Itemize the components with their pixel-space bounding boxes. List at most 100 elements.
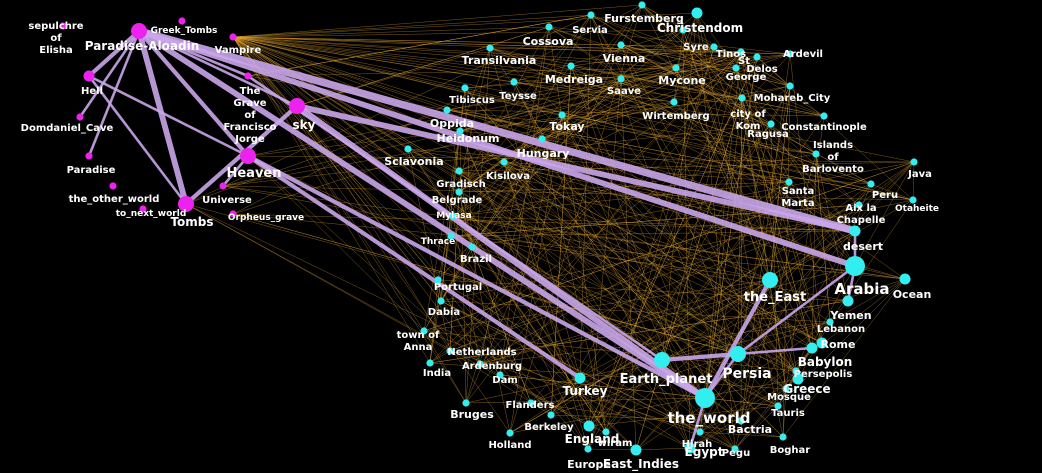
label-tokay: Tokay [549,120,584,133]
node-city-of-kom[interactable] [738,94,746,102]
node-peru[interactable] [867,180,875,188]
node-wiram[interactable] [602,428,610,436]
node-santa-marta[interactable] [785,178,793,186]
node-persia[interactable] [730,346,746,362]
node-arabia[interactable] [845,256,865,276]
node-greece[interactable] [792,373,804,385]
node-sepulchre-of-elisha[interactable] [59,22,67,30]
node-babylon[interactable] [806,342,818,354]
label-line: Arabia [834,280,889,298]
node-oppida[interactable] [443,106,451,114]
node-thrace[interactable] [447,232,455,240]
node-ardenburg[interactable] [476,360,484,368]
node-tauris[interactable] [774,402,782,410]
node-the-world[interactable] [695,388,715,408]
node-tokay[interactable] [558,111,566,119]
node-paradise-aloadin[interactable] [131,23,147,39]
node-christendom[interactable] [691,7,703,19]
node-domdaniel-cave[interactable] [76,113,84,121]
node-europe[interactable] [584,445,592,453]
node-syre[interactable] [679,26,687,34]
node-paradise[interactable] [85,152,93,160]
node-furstemberg[interactable] [638,1,646,9]
node-england[interactable] [583,420,595,432]
node-ragusa[interactable] [767,120,775,128]
node-heidonum[interactable] [456,127,464,135]
node-teysse[interactable] [510,78,518,86]
strong-edge-paradise_aloadin-paradise [87,29,141,158]
node-lebanon[interactable] [826,318,834,326]
node-bruges[interactable] [462,399,470,407]
node-berkeley[interactable] [547,411,555,419]
node-india[interactable] [426,359,434,367]
node-ocean[interactable] [899,273,911,285]
label-line: Cossova [523,35,574,48]
node-flanders[interactable] [527,399,535,407]
node-persepolis[interactable] [792,367,800,375]
node-bactria[interactable] [737,417,745,425]
node-mohareb-city[interactable] [786,82,794,90]
node-dam[interactable] [496,371,504,379]
node-sclavonia[interactable] [404,145,412,153]
node-gradisch[interactable] [455,167,463,175]
node-dabia[interactable] [437,297,445,305]
node-mosque[interactable] [782,385,790,393]
node-kisilova[interactable] [500,158,508,166]
node-boghar[interactable] [779,433,787,441]
node-hell[interactable] [83,70,95,82]
node-medreiga[interactable] [567,62,575,70]
node-islands-of-barlovento[interactable] [812,150,820,158]
node-turkey[interactable] [574,372,586,384]
node-hungary[interactable] [538,135,546,143]
node-netherlands[interactable] [446,347,454,355]
weak-edge [479,279,771,365]
node-portugal[interactable] [434,276,442,284]
node-ardevil[interactable] [786,50,794,58]
node-yemen[interactable] [842,295,854,307]
node-desert[interactable] [849,225,861,237]
node-aix-la-chapelle[interactable] [855,201,863,209]
node-the-other-world[interactable] [109,182,117,190]
node-george[interactable] [732,64,740,72]
node-east-indies[interactable] [630,444,642,456]
strong-edge-paradise_aloadin-the_world [136,28,708,401]
node-hirah[interactable] [696,428,704,436]
node-earth-planet[interactable] [654,352,670,368]
node-greek-tombs[interactable] [178,17,186,25]
node-java[interactable] [910,158,918,166]
node-tombs[interactable] [178,196,194,212]
node-st[interactable] [737,48,745,56]
node-tibiscus[interactable] [461,84,469,92]
node-saave[interactable] [617,75,625,83]
node-grave-francisco-jorge[interactable] [244,72,252,80]
node-mycone[interactable] [672,64,680,72]
label-egypt: Egypt [685,445,724,459]
node-constantinople[interactable] [820,112,828,120]
node-brazil[interactable] [468,243,476,251]
node-delos[interactable] [753,53,761,61]
node-cossova[interactable] [545,23,553,31]
node-vampire[interactable] [229,33,237,41]
node-egypt[interactable] [684,442,696,454]
node-mylasa[interactable] [449,212,457,220]
node-sky[interactable] [289,98,305,114]
node-orpheus-grave[interactable] [229,210,237,218]
node-tinos[interactable] [710,43,718,51]
node-servia[interactable] [587,11,595,19]
node-belgrade[interactable] [455,188,463,196]
node-pegu[interactable] [731,445,739,453]
label-kisilova: Kisilova [486,171,530,182]
node-rome[interactable] [816,337,828,349]
node-otaheite[interactable] [909,196,917,204]
node-vienna[interactable] [617,41,625,49]
node-wirtemberg[interactable] [670,98,678,106]
weak-edge [620,44,737,69]
node-the-east[interactable] [762,272,778,288]
node-heaven[interactable] [240,148,256,164]
node-to-next-world[interactable] [139,205,147,213]
node-holland[interactable] [506,429,514,437]
node-universe[interactable] [219,182,227,190]
node-town-of-anna[interactable] [420,327,428,335]
node-transilvania[interactable] [486,44,494,52]
